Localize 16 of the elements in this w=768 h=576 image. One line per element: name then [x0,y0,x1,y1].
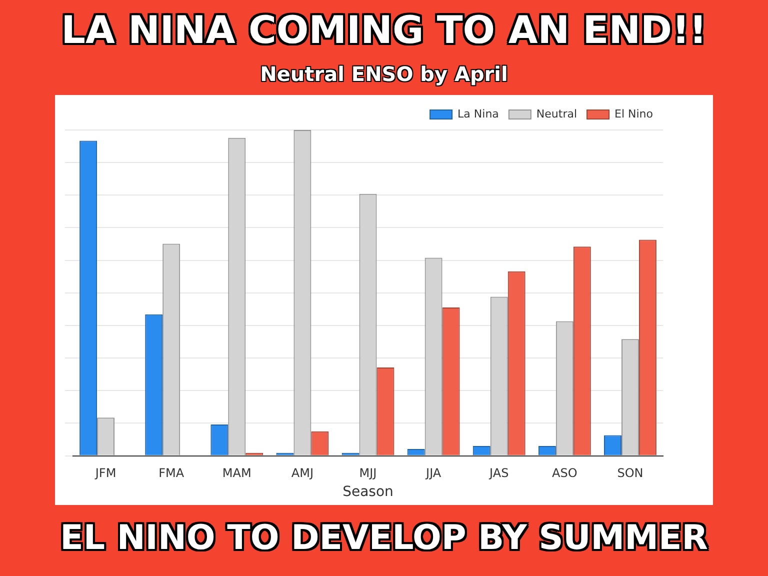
x-tick-label: JJA [425,466,442,480]
x-axis-title: Season [342,484,394,500]
chart-subtitle: Neutral ENSO by April [259,62,509,86]
x-tick-label: MJJ [359,466,377,480]
x-tick-label: SON [617,466,644,480]
x-tick-label: JFM [94,466,116,480]
x-tick-label: ASO [552,466,578,480]
x-tick-label: JAS [488,466,509,480]
x-tick-label: MAM [222,466,252,480]
legend-label: Neutral [536,107,578,120]
legend-label: El Nino [614,107,654,120]
legend-label: La Nina [458,107,499,120]
chart-title: LA NINA COMING TO AN END!! [60,8,708,52]
x-tick-label: FMA [158,466,185,480]
x-tick-label: AMJ [291,466,314,480]
text: EL NINO TO DEVELOP BY SUMMER [59,518,709,558]
